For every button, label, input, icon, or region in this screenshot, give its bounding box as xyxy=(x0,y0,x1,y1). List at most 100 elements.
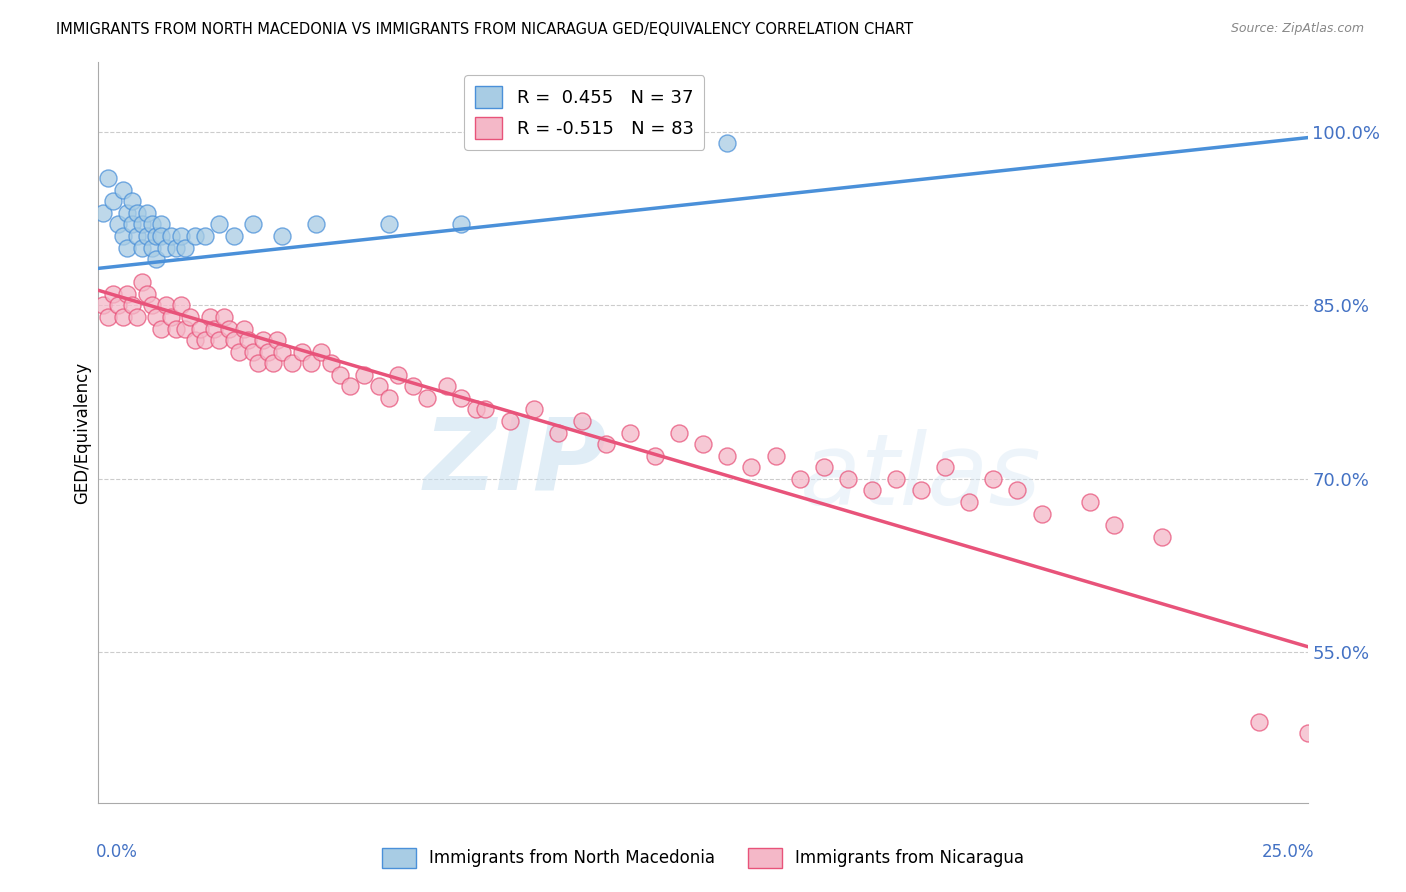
Point xyxy=(141,218,163,232)
Point xyxy=(387,368,409,382)
Point xyxy=(169,298,191,312)
Point xyxy=(571,414,593,428)
Text: Source: ZipAtlas.com: Source: ZipAtlas.com xyxy=(1230,22,1364,36)
Point xyxy=(188,321,211,335)
Point xyxy=(150,321,173,335)
Point xyxy=(121,218,143,232)
Point xyxy=(131,218,153,232)
Point xyxy=(228,344,250,359)
Point xyxy=(222,333,245,347)
Point xyxy=(716,136,738,151)
Point xyxy=(595,437,617,451)
Point xyxy=(160,229,183,244)
Point xyxy=(117,240,139,254)
Point xyxy=(131,240,153,254)
Point xyxy=(208,333,231,347)
Point xyxy=(107,218,129,232)
Point xyxy=(305,218,328,232)
Point xyxy=(194,229,217,244)
Point xyxy=(150,218,173,232)
Text: IMMIGRANTS FROM NORTH MACEDONIA VS IMMIGRANTS FROM NICARAGUA GED/EQUIVALENCY COR: IMMIGRANTS FROM NORTH MACEDONIA VS IMMIG… xyxy=(56,22,914,37)
Point xyxy=(377,218,399,232)
Point xyxy=(981,472,1004,486)
Point xyxy=(204,321,226,335)
Point xyxy=(117,206,139,220)
Point xyxy=(238,333,260,347)
Point xyxy=(97,171,120,186)
Point xyxy=(208,218,231,232)
Point xyxy=(262,356,284,370)
Point xyxy=(141,298,163,312)
Point xyxy=(1249,714,1271,729)
Point xyxy=(97,310,120,324)
Point xyxy=(290,344,312,359)
Point xyxy=(837,472,859,486)
Point xyxy=(184,333,207,347)
Point xyxy=(101,286,124,301)
Text: atlas: atlas xyxy=(800,428,1042,525)
Point xyxy=(256,344,278,359)
Point xyxy=(1102,518,1125,533)
Point xyxy=(271,344,294,359)
Point xyxy=(523,402,546,417)
Point xyxy=(135,206,157,220)
Point xyxy=(547,425,569,440)
Point xyxy=(474,402,496,417)
Point xyxy=(150,229,173,244)
Point xyxy=(111,310,134,324)
Point xyxy=(135,229,157,244)
Point xyxy=(377,391,399,405)
Point xyxy=(1078,495,1101,509)
Point xyxy=(644,449,666,463)
Point xyxy=(179,310,201,324)
Point xyxy=(668,425,690,440)
Point xyxy=(127,206,149,220)
Point xyxy=(174,240,197,254)
Point xyxy=(886,472,908,486)
Point xyxy=(198,310,221,324)
Point xyxy=(127,310,149,324)
Point xyxy=(121,298,143,312)
Point xyxy=(450,218,472,232)
Text: 25.0%: 25.0% xyxy=(1263,843,1315,861)
Point xyxy=(242,344,264,359)
Text: 0.0%: 0.0% xyxy=(96,843,138,861)
Point xyxy=(368,379,391,393)
Point xyxy=(329,368,352,382)
Point xyxy=(353,368,375,382)
Point xyxy=(450,391,472,405)
Point xyxy=(813,460,835,475)
Point xyxy=(194,333,217,347)
Point xyxy=(127,229,149,244)
Point xyxy=(692,437,714,451)
Point xyxy=(145,229,167,244)
Point xyxy=(247,356,270,370)
Point xyxy=(174,321,197,335)
Point xyxy=(232,321,254,335)
Point xyxy=(740,460,762,475)
Point xyxy=(101,194,124,209)
Point xyxy=(131,275,153,289)
Point xyxy=(1152,530,1174,544)
Point xyxy=(91,206,114,220)
Point xyxy=(910,483,932,498)
Point xyxy=(281,356,304,370)
Point xyxy=(212,310,235,324)
Point xyxy=(107,298,129,312)
Point xyxy=(271,229,294,244)
Point xyxy=(242,218,264,232)
Y-axis label: GED/Equivalency: GED/Equivalency xyxy=(73,361,91,504)
Point xyxy=(765,449,787,463)
Point xyxy=(145,252,167,266)
Point xyxy=(464,402,486,417)
Point xyxy=(416,391,439,405)
Point xyxy=(266,333,288,347)
Point xyxy=(111,229,134,244)
Point xyxy=(145,310,167,324)
Point xyxy=(309,344,332,359)
Point xyxy=(184,229,207,244)
Point xyxy=(716,449,738,463)
Point xyxy=(155,298,177,312)
Point xyxy=(218,321,240,335)
Point xyxy=(619,425,641,440)
